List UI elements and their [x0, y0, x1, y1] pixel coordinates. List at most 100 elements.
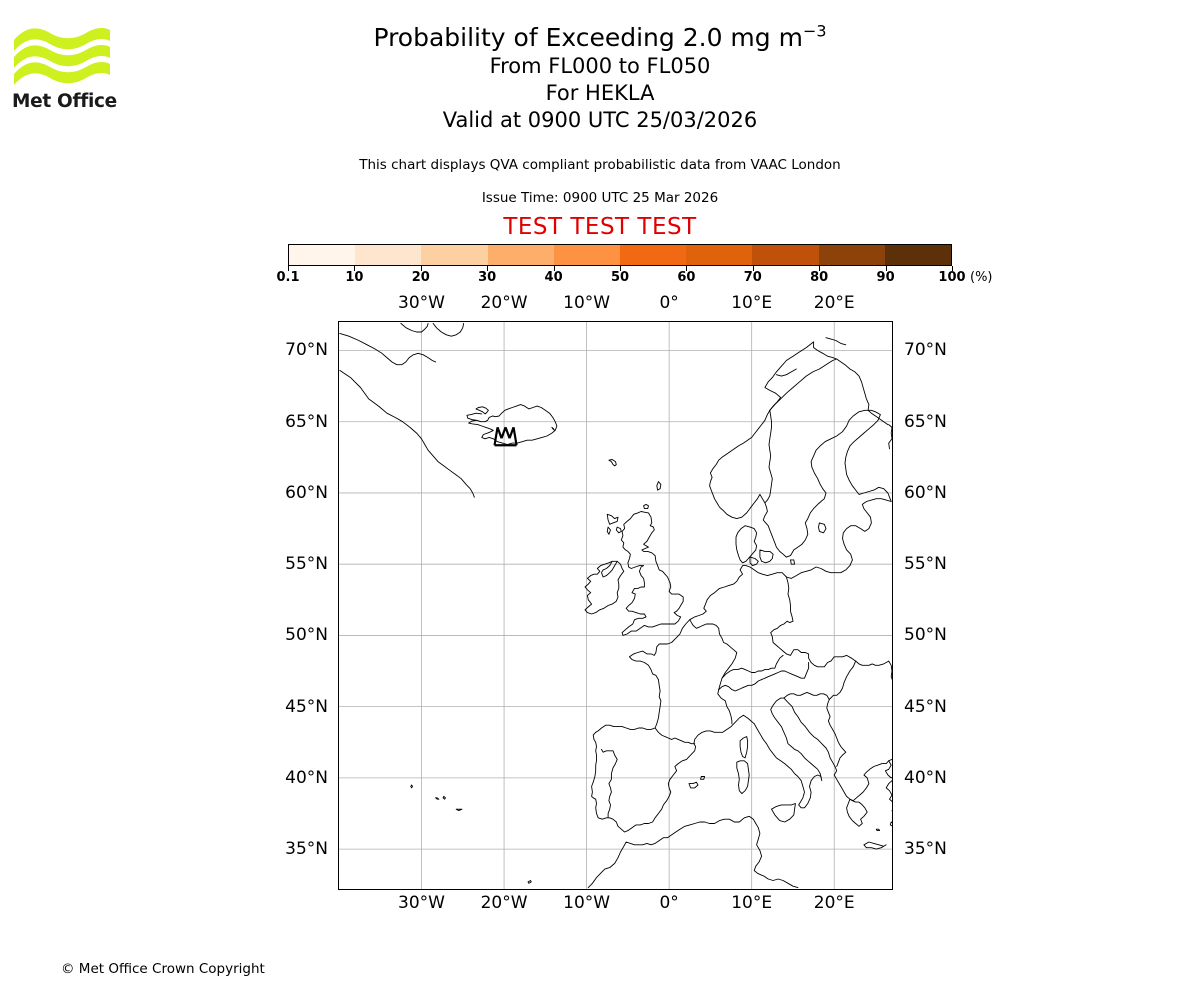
lon-tick-label-top: 20°E [813, 293, 855, 313]
coastline-path [689, 619, 738, 679]
colorbar-tick [952, 266, 953, 271]
met-office-logo: Met Office [12, 24, 122, 116]
lat-tick-label-left: 60°N [285, 482, 328, 503]
page-title-text: Probability of Exceeding 2.0 mg m [373, 23, 803, 52]
colorbar-tick-label: 60 [677, 270, 696, 285]
coastline-path [753, 697, 823, 809]
coastline-path [759, 549, 774, 564]
lon-tick-label-top: 0° [659, 293, 679, 313]
coastline-path [735, 525, 758, 564]
coastline-path [842, 498, 892, 567]
coastline-path [432, 322, 465, 337]
coastline-path [410, 784, 413, 789]
lat-tick-label-left: 45°N [285, 696, 328, 717]
coastline-path [888, 660, 892, 681]
coastline-path [584, 560, 625, 615]
coastline-path [656, 481, 662, 491]
lon-tick-label-top: 10°E [731, 293, 773, 313]
coastline-path [875, 828, 881, 832]
lat-tick-label-right: 65°N [904, 411, 947, 432]
lat-tick-label-right: 55°N [904, 554, 947, 575]
map-canvas[interactable] [338, 321, 893, 890]
coastline-path [775, 368, 797, 377]
coastline-path [435, 797, 440, 800]
coastline-path [771, 803, 796, 823]
coastline-path [818, 522, 827, 534]
map-svg [339, 322, 892, 889]
lon-tick-label-bottom: 10°W [563, 893, 611, 913]
lon-tick-label-bottom: 30°W [398, 893, 446, 913]
coastline-path [736, 760, 750, 795]
coastline-path [884, 760, 892, 812]
coastline-path [783, 691, 847, 767]
lat-tick-label-left: 70°N [285, 340, 328, 361]
coastline-path [813, 341, 870, 411]
coastline-path [828, 660, 857, 700]
coastline-path [825, 337, 847, 346]
coastline-path [783, 697, 890, 802]
colorbar-tick [420, 266, 422, 271]
colorbar-tick-label: 30 [478, 270, 497, 285]
colorbar-segment [884, 245, 952, 265]
lon-tick-label-top: 30°W [398, 293, 446, 313]
coastline-path [739, 736, 749, 759]
colorbar-tick-label: 50 [610, 270, 630, 285]
coastline-path [643, 503, 649, 510]
flight-level-subtitle: From FL000 to FL050 [489, 54, 711, 78]
lat-tick-label-left: 55°N [285, 554, 328, 575]
colorbar-tick [885, 266, 887, 271]
copyright-notice: © Met Office Crown Copyright [61, 961, 265, 977]
lat-tick-label-right: 60°N [904, 482, 947, 503]
lat-tick-label-right: 50°N [904, 625, 947, 646]
page-title: Probability of Exceeding 2.0 mg m−3 [0, 22, 1200, 53]
coastline-path [700, 776, 706, 780]
colorbar-tick-label: 80 [810, 270, 829, 285]
colorbar-tick-label: 40 [544, 270, 563, 285]
colorbar-segment [289, 245, 356, 265]
lat-tick-label-left: 65°N [285, 411, 328, 432]
coastline-path [769, 358, 838, 411]
colorbar-tick [553, 266, 555, 271]
colorbar-tick [288, 266, 289, 271]
coastline-path [527, 880, 532, 884]
coastline-path [601, 560, 618, 578]
volcano-marker-hekla [493, 426, 518, 447]
colorbar-units-label: (%) [970, 270, 993, 285]
lat-tick-label-right: 70°N [904, 340, 947, 361]
chart-title-block: Probability of Exceeding 2.0 mg m−3 From… [0, 22, 1200, 134]
coastline-path [790, 559, 796, 565]
coastline-path [770, 576, 857, 668]
colorbar-tick [620, 266, 621, 271]
coastline-path [455, 808, 463, 812]
colorbar-segment [355, 245, 422, 265]
volcano-subtitle: For HEKLA [545, 81, 655, 105]
coastline-path [339, 369, 475, 498]
coastline-path [466, 404, 558, 445]
coastline-path [688, 781, 699, 789]
colorbar-tick-label: 90 [876, 270, 895, 285]
coastline-path [785, 409, 869, 558]
coastline-path [601, 748, 618, 819]
lon-tick-label-bottom: 20°E [813, 893, 855, 913]
coastline-path [749, 556, 759, 567]
coastline-path [339, 332, 437, 366]
lat-tick-label-left: 35°N [285, 839, 328, 860]
coastline-path [608, 459, 617, 467]
colorbar-tick [752, 266, 754, 271]
coastline-path [551, 426, 555, 431]
coastline-path [718, 654, 784, 691]
coastline-path [888, 758, 892, 762]
hekla-marker-glyph [493, 426, 518, 447]
colorbar-segment [620, 245, 687, 265]
qva-compliance-note: This chart displays QVA compliant probab… [359, 157, 841, 173]
colorbar-tick [819, 266, 821, 271]
lon-tick-label-top: 20°W [480, 293, 528, 313]
issue-time-label: Issue Time: 0900 UTC 25 Mar 2026 [481, 190, 719, 206]
colorbar-segment [421, 245, 488, 265]
coastline-path [400, 322, 429, 333]
coastline-path [889, 821, 892, 827]
colorbar-tick-label: 0.1 [276, 270, 300, 285]
met-office-wave-icon [14, 28, 110, 85]
colorbar-segment [487, 245, 554, 265]
lon-tick-label-top: 10°W [563, 293, 611, 313]
